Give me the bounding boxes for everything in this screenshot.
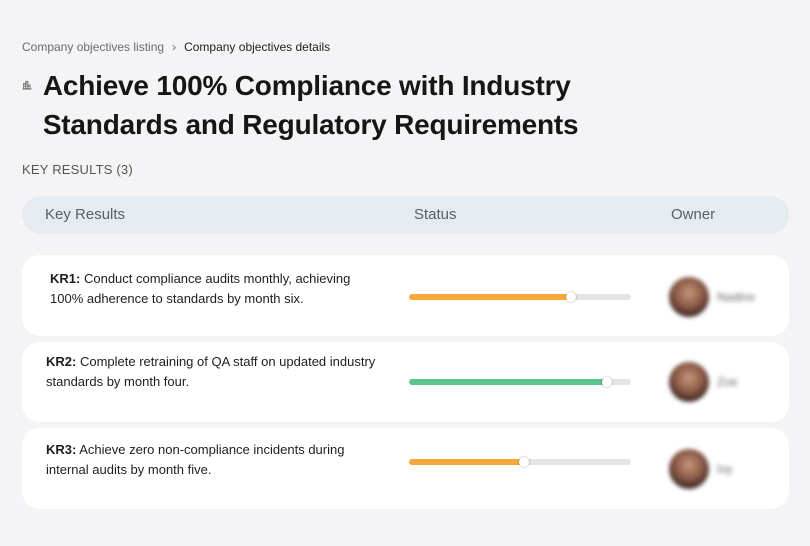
owner[interactable]: Zoe bbox=[669, 362, 738, 402]
key-result-description: KR3: Achieve zero non-compliance inciden… bbox=[46, 440, 376, 480]
key-result-id: KR1: bbox=[50, 271, 81, 286]
key-result-description: KR2: Complete retraining of QA staff on … bbox=[46, 352, 376, 392]
avatar bbox=[669, 362, 709, 402]
avatar bbox=[669, 277, 709, 317]
progress-knob bbox=[519, 457, 530, 467]
breadcrumb-objectives-listing-link[interactable]: Company objectives listing bbox=[22, 40, 165, 54]
key-result-row[interactable]: KR1: Conduct compliance audits monthly, … bbox=[22, 255, 789, 336]
column-header-status: Status bbox=[414, 206, 457, 223]
key-result-text: Conduct compliance audits monthly, achie… bbox=[50, 271, 351, 306]
key-results-count-label: KEY RESULTS (3) bbox=[22, 162, 133, 177]
breadcrumb: Company objectives listing › Company obj… bbox=[22, 40, 330, 54]
owner[interactable]: Nadine bbox=[669, 277, 755, 317]
owner-name: Zoe bbox=[717, 375, 738, 389]
key-result-id: KR2: bbox=[46, 354, 77, 369]
page-title: Achieve 100% Compliance with Industry St… bbox=[42, 70, 579, 140]
status-progress-bar bbox=[409, 377, 631, 387]
status-progress-bar bbox=[409, 457, 631, 467]
breadcrumb-current: Company objectives details bbox=[184, 40, 331, 54]
progress-fill bbox=[409, 294, 572, 300]
chevron-right-icon: › bbox=[172, 40, 177, 54]
owner-name: Nadine bbox=[717, 290, 756, 304]
owner[interactable]: Ivy bbox=[669, 449, 732, 489]
key-result-row[interactable]: KR2: Complete retraining of QA staff on … bbox=[22, 342, 789, 422]
progress-fill bbox=[409, 379, 607, 385]
owner-name: Ivy bbox=[717, 462, 733, 476]
building-chart-icon bbox=[22, 80, 32, 90]
progress-fill bbox=[409, 459, 525, 465]
title-row: Achieve 100% Compliance with Industry St… bbox=[22, 66, 622, 144]
key-result-description: KR1: Conduct compliance audits monthly, … bbox=[50, 269, 380, 309]
avatar bbox=[669, 449, 709, 489]
column-header-key-results: Key Results bbox=[45, 206, 126, 223]
key-result-text: Complete retraining of QA staff on updat… bbox=[46, 354, 376, 389]
key-result-text: Achieve zero non-compliance incidents du… bbox=[46, 442, 345, 477]
table-header: Key Results Status Owner bbox=[22, 196, 789, 234]
key-result-id: KR3: bbox=[46, 442, 77, 457]
key-result-row[interactable]: KR3: Achieve zero non-compliance inciden… bbox=[22, 428, 789, 509]
progress-knob bbox=[566, 292, 577, 302]
column-header-owner: Owner bbox=[671, 206, 716, 223]
status-progress-bar bbox=[409, 292, 631, 302]
progress-knob bbox=[601, 377, 612, 387]
